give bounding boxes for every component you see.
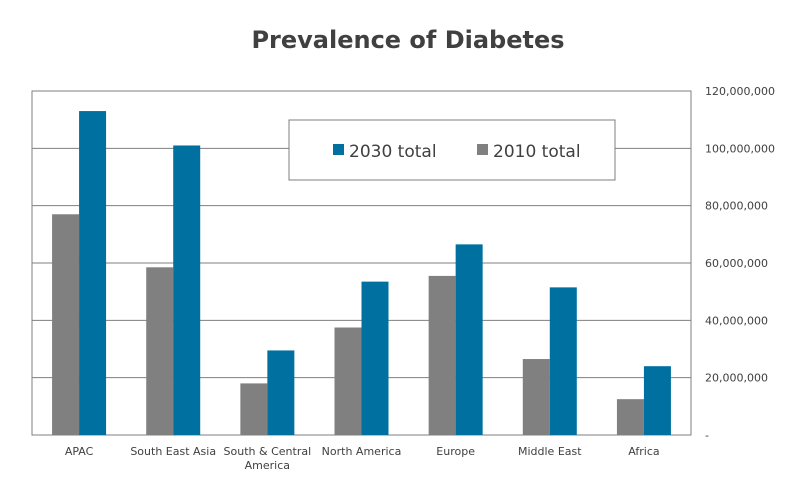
legend-swatch (477, 144, 488, 155)
bar-2030-total-1 (173, 145, 201, 435)
bar-2030-total-6 (643, 366, 671, 435)
y-tick-label: 120,000,000 (705, 85, 775, 98)
y-tick-label: 40,000,000 (705, 314, 768, 327)
bar-2030-total-0 (79, 111, 107, 436)
bar-2010-total-3 (334, 327, 362, 435)
y-axis-tick-labels: - 20,000,000 40,000,000 60,000,000 80,000,00… (705, 85, 775, 442)
legend-swatch (333, 144, 344, 155)
bar-2010-total-2 (240, 383, 268, 435)
y-tick-label: 60,000,000 (705, 257, 768, 270)
x-category-label: South East Asia (130, 445, 216, 458)
y-tick-label: 80,000,000 (705, 200, 768, 213)
x-category-label: Africa (628, 445, 659, 458)
x-category-label: Europe (436, 445, 475, 458)
bar-2010-total-0 (52, 214, 80, 435)
y-tick-label: 100,000,000 (705, 142, 775, 155)
bar-2030-total-5 (549, 287, 577, 435)
legend: 2030 total 2010 total (288, 119, 616, 181)
legend-label: 2030 total (349, 142, 437, 162)
x-category-label: South & Central America (224, 445, 312, 472)
x-category-label: APAC (65, 445, 94, 458)
bar-2010-total-5 (522, 359, 550, 435)
bar-2010-total-6 (616, 399, 644, 435)
y-tick-label: - (705, 429, 709, 442)
x-category-label: North America (322, 445, 402, 458)
y-tick-label: 20,000,000 (705, 372, 768, 385)
bar-2010-total-4 (428, 275, 456, 435)
x-category-label: Middle East (518, 445, 582, 458)
legend-label: 2010 total (493, 142, 581, 162)
bar-2030-total-4 (455, 244, 483, 435)
x-axis-category-labels: APAC South East Asia South & Central Americ… (65, 445, 660, 472)
chart-title: Prevalence of Diabetes (251, 26, 564, 54)
bar-2030-total-2 (267, 350, 295, 435)
bar-2010-total-1 (146, 267, 174, 435)
bars (52, 111, 671, 436)
bar-2030-total-3 (361, 281, 389, 435)
